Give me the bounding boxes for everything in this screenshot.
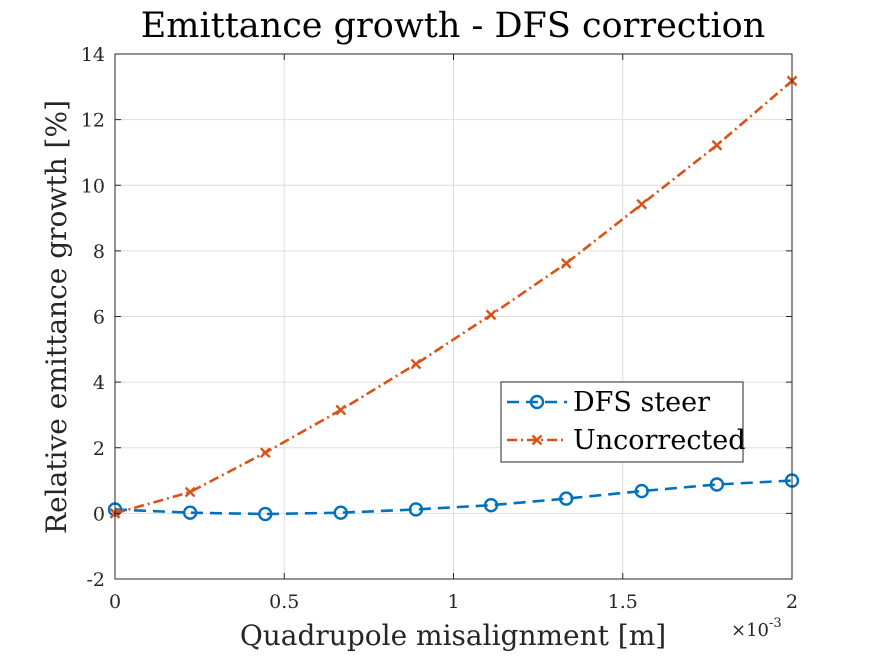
x-tick-label: 0 — [109, 591, 121, 613]
legend: DFS steer Uncorrected — [500, 381, 746, 463]
data-point — [333, 505, 348, 520]
x-axis-exponent: ×10-3 — [731, 616, 782, 641]
data-point — [711, 139, 723, 151]
y-tick-label: 2 — [93, 438, 105, 460]
legend-label: DFS steer — [573, 387, 710, 418]
legend-box — [500, 381, 744, 463]
data-point — [483, 497, 499, 513]
legend-label: Uncorrected — [573, 425, 746, 456]
y-tick-label: 14 — [81, 44, 105, 66]
y-tick-label: 6 — [93, 307, 105, 329]
y-tick-label: 12 — [81, 110, 105, 132]
x-tick-label: 1 — [447, 591, 459, 613]
y-axis-label: Relative emittance growth [%] — [40, 100, 73, 534]
data-point — [636, 198, 648, 210]
y-tick-label: 4 — [93, 372, 105, 394]
data-point — [485, 309, 497, 321]
legend-item: DFS steer — [507, 387, 710, 418]
legend-marker — [529, 394, 545, 410]
data-point — [259, 447, 271, 459]
y-tick-label: -2 — [86, 569, 105, 591]
series-dfs-steer — [107, 473, 800, 522]
data-point — [182, 505, 198, 520]
data-point — [258, 506, 273, 522]
data-point — [559, 491, 574, 506]
legend-marker — [531, 434, 543, 446]
data-point — [408, 502, 424, 517]
series-line — [114, 79, 793, 515]
legend-item: Uncorrected — [507, 425, 746, 456]
x-tick-label: 1.5 — [608, 591, 638, 613]
data-point — [709, 477, 725, 492]
x-tick-label: 0.5 — [269, 591, 299, 613]
chart-title: Emittance growth - DFS correction — [141, 6, 766, 46]
y-tick-label: 8 — [93, 241, 105, 263]
data-point — [410, 358, 422, 370]
data-point — [560, 257, 572, 269]
data-point — [634, 483, 649, 499]
x-exponent-power: -3 — [769, 616, 782, 631]
x-axis-label: Quadrupole misalignment [m] — [240, 619, 666, 652]
y-tick-label: 0 — [93, 503, 105, 525]
data-point — [335, 404, 347, 416]
x-exponent-base: ×10 — [731, 620, 769, 641]
data-point — [184, 486, 196, 498]
x-tick-label: 2 — [786, 591, 798, 613]
y-tick-label: 10 — [81, 175, 105, 197]
